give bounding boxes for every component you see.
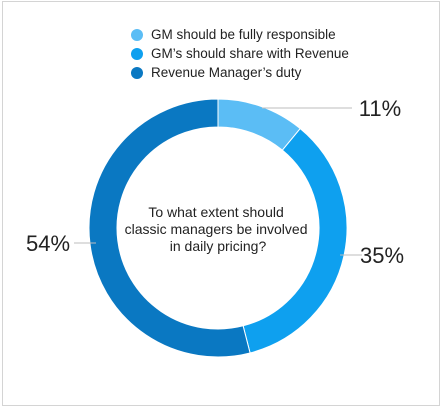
center-line: classic managers be involved [125,221,308,237]
legend-label: Revenue Manager’s duty [151,65,302,80]
value-label: 54% [26,231,70,256]
legend-item-gm-share: GM’s should share with Revenue [131,45,349,62]
legend-item-revenue-manager: Revenue Manager’s duty [131,64,349,81]
center-line: To what extent should [148,204,283,220]
legend: GM should be fully responsible GM’s shou… [131,26,349,83]
value-label: 35% [360,243,404,268]
legend-item-gm-responsible: GM should be fully responsible [131,26,349,43]
legend-label: GM should be fully responsible [151,27,336,42]
legend-swatch [131,47,143,60]
value-label: 11% [359,96,401,121]
slice-revenue-manager [88,98,251,358]
center-question: To what extent should classic managers b… [125,204,312,254]
legend-swatch [131,66,143,79]
slice-gm-responsible [217,98,301,151]
center-line: in daily pricing? [170,238,267,254]
legend-label: GM’s should share with Revenue [151,46,349,61]
legend-swatch [131,28,143,41]
